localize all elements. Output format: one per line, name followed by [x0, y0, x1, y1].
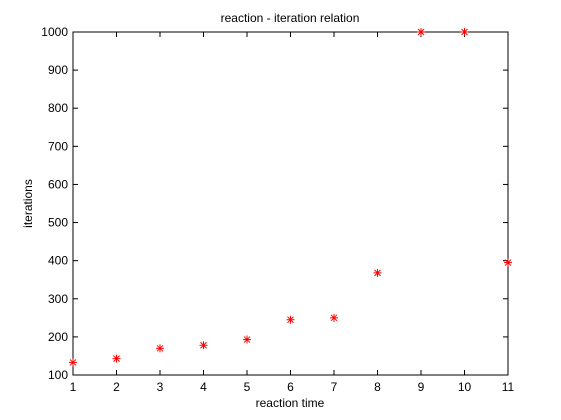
- x-axis-label: reaction time: [256, 396, 325, 410]
- chart-title: reaction - iteration relation: [221, 11, 360, 25]
- data-point: [330, 313, 338, 322]
- data-point: [156, 344, 164, 353]
- y-tick-label: 300: [48, 292, 68, 306]
- y-tick-label: 700: [48, 139, 68, 153]
- x-tick-label: 6: [287, 380, 294, 394]
- x-tick-label: 1: [70, 380, 77, 394]
- x-tick-label: 10: [458, 380, 472, 394]
- data-point: [417, 28, 425, 36]
- x-tick-label: 9: [418, 380, 425, 394]
- y-tick-label: 100: [48, 368, 68, 382]
- y-tick-label: 800: [48, 101, 68, 115]
- y-tick-label: 400: [48, 254, 68, 268]
- x-tick-label: 4: [200, 380, 207, 394]
- x-tick-label: 2: [113, 380, 120, 394]
- y-tick-label: 500: [48, 216, 68, 230]
- x-tick-label: 7: [331, 380, 338, 394]
- y-tick-label: 1000: [41, 25, 68, 39]
- data-markers: [69, 28, 512, 367]
- x-tick-label: 5: [244, 380, 251, 394]
- y-axis-label: iterations: [21, 179, 35, 228]
- x-tick-label: 3: [157, 380, 164, 394]
- y-tick-label: 600: [48, 177, 68, 191]
- data-point: [460, 28, 469, 36]
- data-point: [199, 341, 208, 350]
- x-tick-label: 11: [502, 380, 515, 394]
- data-point: [373, 268, 382, 277]
- data-point: [286, 315, 295, 324]
- data-point: [243, 335, 251, 344]
- data-point: [69, 358, 77, 367]
- plot-area: 1 2 3 4 5 6 7 8 9 10 11 100 200 300 400 500 600 700 800 90…: [41, 25, 514, 394]
- y-tick-label: 200: [48, 330, 68, 344]
- data-point: [504, 258, 512, 267]
- y-axis: 100 200 300 400 500 600 700 800 900 1000: [41, 25, 508, 382]
- y-tick-label: 900: [48, 63, 68, 77]
- x-tick-label: 8: [374, 380, 381, 394]
- x-axis: 1 2 3 4 5 6 7 8 9 10 11: [70, 32, 515, 394]
- data-point: [112, 354, 121, 363]
